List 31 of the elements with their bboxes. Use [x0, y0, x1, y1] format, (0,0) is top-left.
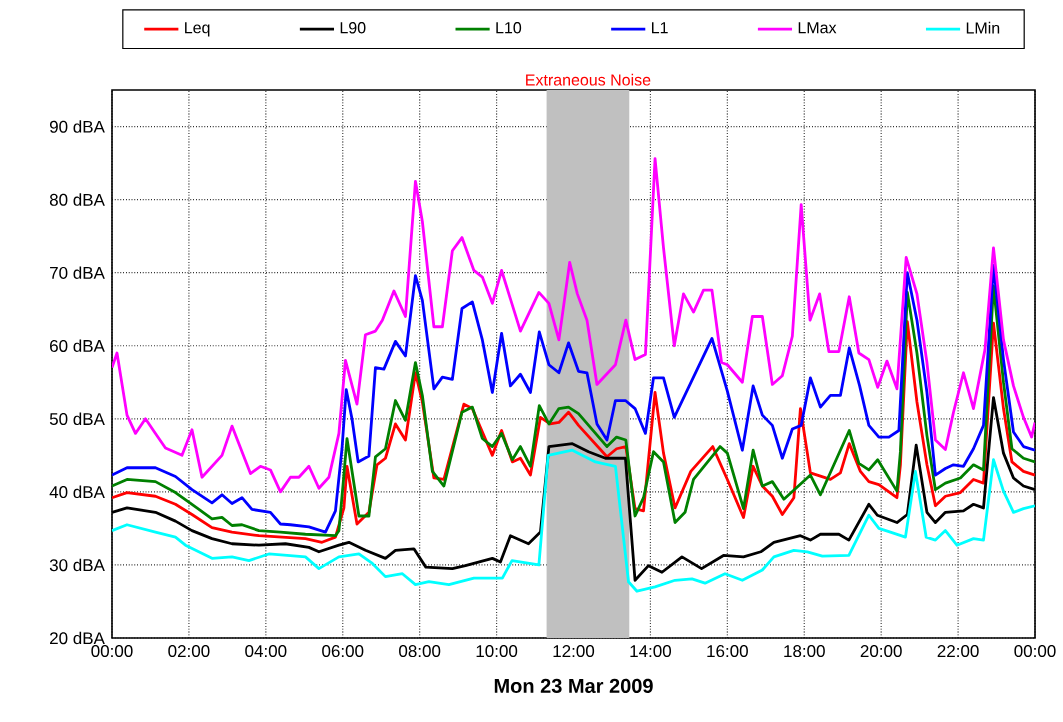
legend-label: L1 — [652, 22, 668, 34]
x-tick-label: 16:00 — [707, 645, 748, 658]
x-tick-label: 12:00 — [553, 645, 595, 658]
x-tick-label: 06:00 — [322, 645, 364, 658]
y-tick-label: 80 dBA — [49, 193, 105, 206]
y-tick-label: 70 dBA — [50, 266, 105, 279]
x-tick-label: 18:00 — [784, 645, 825, 658]
x-tick-label: 08:00 — [399, 645, 441, 658]
y-tick-label: 50 dBA — [49, 412, 105, 426]
legend-label: LMin — [966, 21, 1000, 34]
x-axis-title: Mon 23 Mar 2009 — [494, 678, 653, 694]
legend-label: LMax — [798, 22, 837, 34]
y-tick-label: 30 dBA — [49, 558, 105, 572]
y-tick-label: 90 dBA — [49, 120, 105, 133]
legend-label: L10 — [496, 22, 522, 34]
y-tick-label: 20 dBA — [50, 631, 105, 645]
x-tick-label: 20:00 — [860, 645, 902, 658]
x-tick-label: 10:00 — [476, 645, 518, 658]
x-tick-label: 22:00 — [937, 645, 979, 658]
x-tick-label: 04:00 — [245, 645, 287, 658]
legend-label: L90 — [340, 22, 366, 34]
legend-label: Leq — [185, 22, 210, 37]
line-series — [112, 448, 1036, 593]
x-tick-label: 00:00 — [91, 645, 133, 658]
y-tick-label: 60 dBA — [50, 339, 105, 352]
x-tick-label: 00:00 — [1014, 645, 1056, 658]
x-tick-label: 02:00 — [168, 645, 210, 658]
y-tick-label: 40 dBA — [49, 485, 105, 499]
x-tick-label: 14:00 — [630, 645, 672, 658]
band-label: Extraneous Noise — [526, 73, 651, 86]
line-series — [112, 157, 1036, 494]
